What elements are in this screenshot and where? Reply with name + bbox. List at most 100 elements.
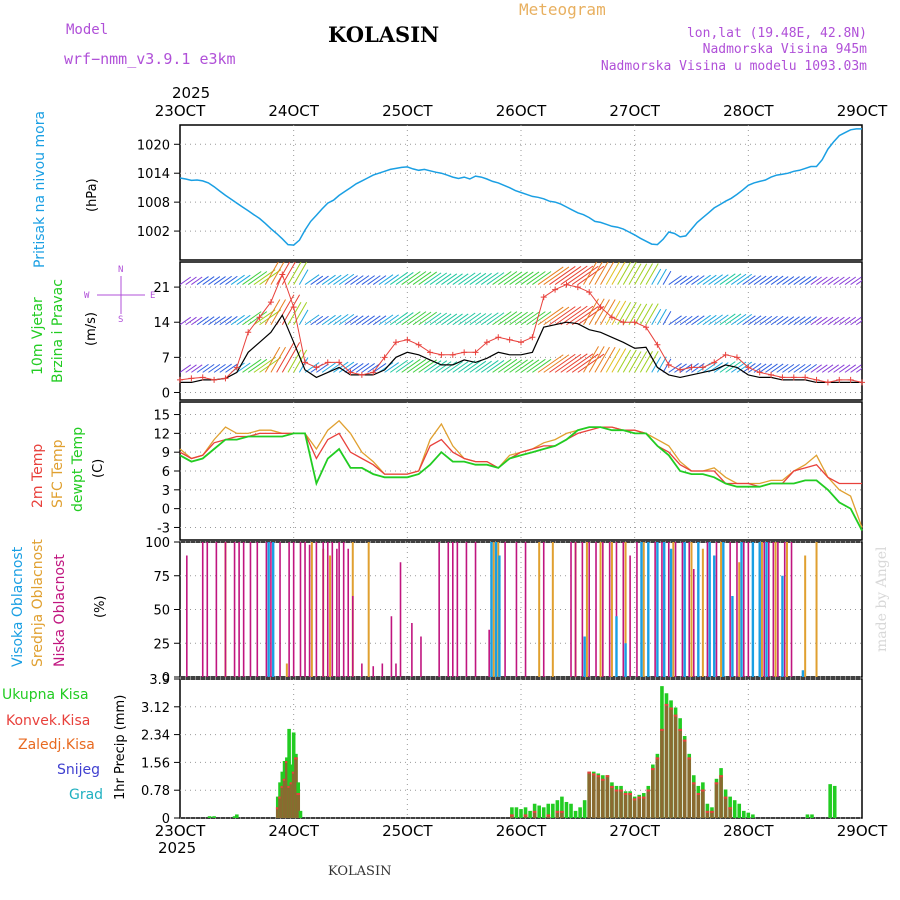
wind-barb <box>452 361 469 373</box>
wind-barb <box>725 273 742 285</box>
precip-conv-cap <box>275 807 280 810</box>
wind-barb <box>219 316 232 326</box>
wind-unit: (m/s) <box>84 312 99 346</box>
wind-barb <box>475 360 492 373</box>
wind-barb <box>446 273 463 285</box>
precip-conv-cap <box>701 789 705 792</box>
wind-gust-marker <box>665 361 672 368</box>
precip-total-bar <box>832 785 837 818</box>
wind-barb <box>253 269 276 285</box>
wind-barb <box>401 358 421 373</box>
wind-barbs <box>180 262 862 373</box>
wind-barb <box>554 306 582 326</box>
wind-barb <box>736 361 752 373</box>
panel-precip: 0 0.78 1.56 2.34 3.12 3.9 <box>141 673 863 827</box>
x-tick-label-bottom: 26OCT <box>496 822 547 840</box>
wind-barb <box>196 316 209 326</box>
precip-conv-bar <box>591 773 596 818</box>
precip-conv-bar <box>587 771 591 818</box>
wind-barb <box>458 360 476 373</box>
wind-barb <box>532 271 552 285</box>
wind-barb <box>202 316 215 326</box>
wind-barb <box>452 273 469 285</box>
y-tick-label: 14 <box>153 316 170 331</box>
wind-barb <box>424 360 442 373</box>
wind-gust-marker <box>688 364 695 371</box>
precip-total-bar <box>741 810 746 818</box>
wind-barb <box>861 371 862 373</box>
wind-barb <box>441 313 458 326</box>
wind-barb <box>850 364 862 373</box>
y-tick-label: 15 <box>153 409 170 424</box>
precip-conv-bar <box>555 810 560 818</box>
wind-barb <box>316 275 329 285</box>
wind-barb <box>549 306 576 326</box>
precip-conv-cap <box>641 796 646 799</box>
wind-barb <box>486 272 505 285</box>
wind-barb <box>617 262 632 285</box>
wind-barb <box>225 316 238 326</box>
wind-barb <box>242 271 262 285</box>
wind-gust-marker <box>358 371 365 378</box>
compass-north: N <box>118 265 123 275</box>
wind-barb <box>180 276 192 285</box>
wind-barb <box>264 262 279 285</box>
wind-barb <box>617 301 632 325</box>
wind-gust-marker <box>438 351 445 358</box>
wind-barb <box>645 351 659 373</box>
wind-gust-marker <box>722 351 729 358</box>
precip-total-bar <box>510 807 514 818</box>
wind-barb <box>281 262 296 285</box>
wind-barb <box>293 349 308 373</box>
x-tick-label-bottom: 23OCT <box>155 822 206 840</box>
compass-east: E <box>150 291 155 301</box>
wind-barb <box>605 262 620 285</box>
wind-barb <box>850 316 862 326</box>
wind-barb <box>810 316 822 326</box>
precip-conv-bar <box>678 728 682 818</box>
precip-conv-bar <box>669 707 673 818</box>
wind-barb <box>787 316 800 326</box>
precip-conv-bar <box>610 785 614 818</box>
wind-barb <box>463 312 482 326</box>
x-tick-label-top: 28OCT <box>723 102 774 120</box>
panel-clouds: 0 25 50 75 100 <box>145 536 863 686</box>
wind-barb <box>856 320 862 326</box>
wind-barb <box>321 274 336 285</box>
precip-conv-bar <box>687 757 692 818</box>
model-label: Model <box>66 22 108 38</box>
wind-barb <box>259 269 282 285</box>
y-tick-label: 50 <box>153 604 170 619</box>
wind-barb <box>520 271 540 285</box>
precip-conv-bar <box>285 760 289 818</box>
wind-barb <box>622 301 637 325</box>
wind-barb <box>435 361 452 373</box>
y-tick-label: 0 <box>162 503 170 518</box>
precip-conv-cap <box>555 810 560 813</box>
wind-barb <box>497 271 518 285</box>
wind-barb <box>622 349 637 373</box>
wind-barb <box>412 311 432 326</box>
wind-barb <box>520 311 540 326</box>
wind-barb <box>594 299 610 325</box>
wind-barb <box>668 275 682 285</box>
panel-wind: 0 7 14 21 <box>153 261 863 401</box>
wind-barb <box>776 276 789 285</box>
wind-barb <box>537 354 564 373</box>
wind-barb <box>770 275 784 285</box>
wind-barb <box>639 303 653 325</box>
wind-barb <box>418 311 438 326</box>
wind-barb <box>696 314 711 326</box>
wind-barb <box>782 363 795 373</box>
wind-gust-marker <box>177 376 183 383</box>
precip-conv-bar <box>289 782 294 818</box>
wind-barb <box>384 274 399 285</box>
wind-barb <box>213 276 226 285</box>
wind-barb <box>412 271 432 285</box>
panel-pressure: 1002 1008 1014 1020 <box>137 124 863 261</box>
wind-barb <box>372 275 387 285</box>
y-tick-label: 0.78 <box>141 784 170 799</box>
precip-conv-bar <box>691 782 696 818</box>
wind-barb <box>549 353 576 373</box>
precip-total-bar <box>232 816 237 818</box>
